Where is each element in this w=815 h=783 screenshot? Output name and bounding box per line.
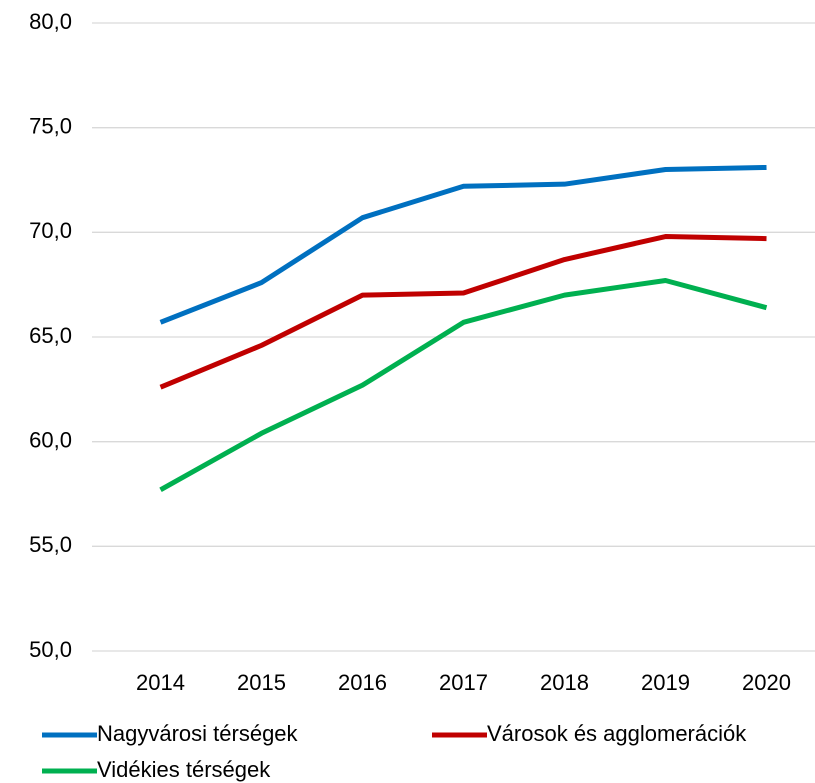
legend-label: Vidékies térségek [97,757,271,782]
x-tick-label: 2019 [641,670,690,695]
x-tick-label: 2015 [237,670,286,695]
y-tick-label: 80,0 [29,9,72,34]
x-tick-label: 2020 [742,670,791,695]
x-tick-label: 2016 [338,670,387,695]
y-tick-label: 60,0 [29,427,72,452]
x-tick-label: 2017 [439,670,488,695]
series-line [159,164,767,325]
y-tick-label: 70,0 [29,218,72,243]
x-tick-label: 2018 [540,670,589,695]
y-tick-label: 65,0 [29,323,72,348]
series-line [159,277,768,492]
legend-label: Városok és agglomerációk [487,721,747,746]
legend-label: Nagyvárosi térségek [97,721,299,746]
y-tick-label: 75,0 [29,113,72,138]
series-line [159,234,767,390]
y-tick-label: 55,0 [29,532,72,557]
y-tick-label: 50,0 [29,637,72,662]
x-tick-label: 2014 [136,670,185,695]
